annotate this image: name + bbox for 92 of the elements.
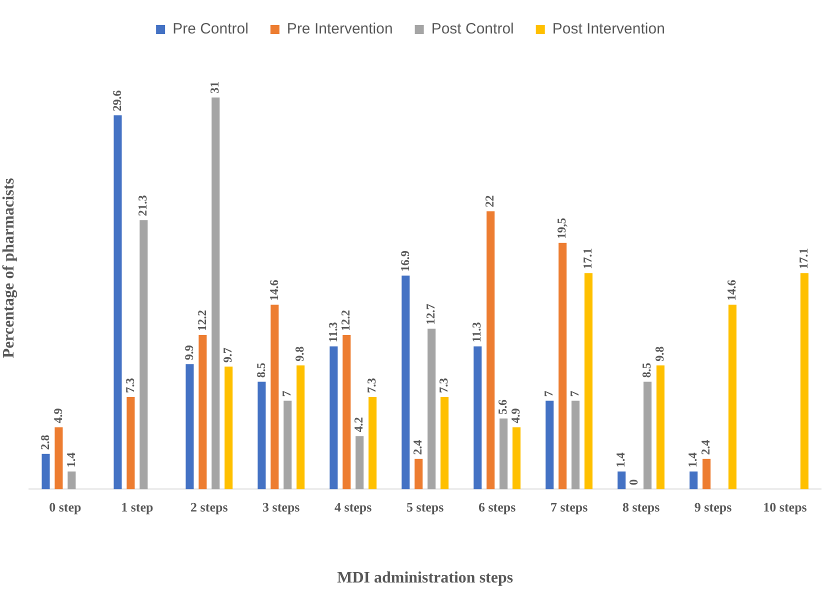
data-label: 9.8 (652, 346, 667, 362)
data-label: 7 (280, 390, 294, 397)
data-label: 9.9 (182, 345, 196, 360)
data-label: 9.8 (292, 346, 307, 362)
bar (296, 365, 305, 490)
legend-label: Pre Intervention (286, 20, 393, 38)
bar (572, 400, 580, 490)
data-label: 1.4 (614, 452, 628, 468)
data-label: 9.7 (220, 348, 235, 363)
bar (474, 346, 482, 490)
data-label: 4.2 (352, 417, 366, 432)
bar (68, 472, 76, 490)
data-label: 12.7 (424, 304, 438, 325)
bar (428, 328, 436, 490)
data-label: 17.1 (580, 248, 595, 270)
x-tick-label: 0 step (49, 499, 82, 514)
bar (114, 115, 122, 490)
data-label: 5.6 (496, 399, 510, 414)
data-label: 19,5 (554, 218, 569, 239)
bar (644, 382, 652, 490)
bar (342, 335, 351, 490)
bar (702, 458, 711, 490)
y-axis-title: Percentage of pharmacists (0, 178, 18, 358)
bar (800, 273, 808, 490)
data-label: 1.4 (64, 452, 78, 468)
data-label: 8.5 (254, 362, 268, 378)
bar (186, 364, 194, 490)
legend-label: Post Control (431, 20, 514, 38)
data-label: 22 (482, 195, 497, 208)
bar (270, 304, 279, 490)
bar (198, 335, 207, 490)
legend-label: Post Intervention (552, 20, 665, 38)
bar (212, 98, 220, 490)
x-tick-label: 4 steps (334, 499, 372, 514)
x-tick-label: 3 steps (262, 499, 300, 514)
legend-label: Pre Control (172, 20, 248, 38)
bar (356, 436, 364, 490)
x-tick-label: 7 steps (550, 499, 588, 514)
bar (54, 427, 63, 490)
data-label: 0 (626, 479, 641, 486)
data-label: 11.3 (470, 322, 484, 342)
data-label: 1.4 (686, 452, 700, 468)
bar (330, 346, 338, 490)
data-label: 11.3 (326, 322, 340, 342)
data-label: 16.9 (398, 250, 412, 272)
bar (618, 472, 626, 490)
x-tick-label: 2 steps (190, 499, 228, 514)
bar (500, 418, 508, 490)
data-label: 7 (568, 390, 582, 397)
bar (140, 220, 148, 490)
bar (584, 273, 593, 490)
data-label: 4.9 (50, 408, 65, 424)
bar (558, 242, 567, 490)
data-label: 2.8 (38, 434, 52, 450)
data-label: 7 (542, 390, 556, 397)
bar (414, 458, 423, 490)
bar (42, 454, 50, 490)
x-tick-label: 10 steps (763, 499, 807, 514)
bar (546, 400, 554, 490)
data-label: 8.5 (640, 362, 654, 378)
bar (126, 396, 135, 490)
data-label: 14.6 (724, 280, 739, 301)
data-label: 2.4 (698, 440, 713, 455)
data-label: 7.3 (364, 378, 379, 393)
bar (728, 304, 736, 490)
x-tick-label: 5 steps (406, 499, 444, 514)
data-label: 17.1 (796, 248, 811, 270)
data-label: 4.9 (508, 408, 523, 424)
bar (486, 211, 495, 490)
bar (368, 396, 377, 490)
bar (258, 382, 266, 490)
bar (224, 366, 233, 490)
bar (440, 396, 449, 490)
data-label: 31 (208, 82, 222, 94)
bar (402, 276, 410, 490)
data-label: 7.3 (122, 378, 137, 393)
bar (284, 400, 292, 490)
data-label: 14.6 (266, 280, 281, 301)
x-tick-label: 6 steps (478, 499, 516, 514)
data-label: 7.3 (436, 378, 451, 393)
data-label: 12.2 (194, 310, 209, 332)
data-label: 2.4 (410, 440, 425, 455)
bar (512, 427, 521, 490)
x-tick-label: 1 step (121, 499, 154, 514)
x-axis-title: MDI administration steps (337, 570, 514, 587)
data-label: 12.2 (338, 310, 353, 332)
bar (656, 365, 664, 490)
data-label: 29.6 (110, 90, 124, 112)
x-tick-label: 9 steps (694, 499, 732, 514)
data-label: 21.3 (136, 195, 150, 216)
bar (690, 472, 698, 490)
x-tick-label: 8 steps (622, 499, 660, 514)
